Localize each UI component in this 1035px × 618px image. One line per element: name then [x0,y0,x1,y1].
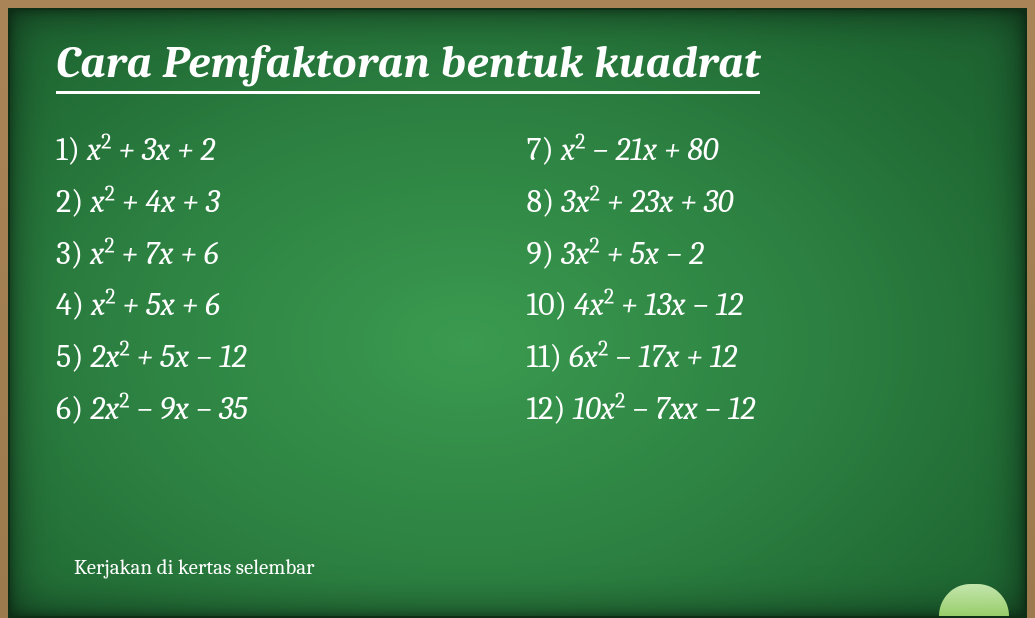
list-item: 12) 10x2 − 7xx − 12 [527,383,980,435]
decoration-icon [939,584,1009,616]
footer-note: Kerjakan di kertas selembar [74,556,314,580]
item-number: 1) [56,131,80,168]
item-number: 8) [527,183,555,220]
list-item: 10) 4x2 + 13x − 12 [527,279,980,331]
list-item: 11) 6x2 − 17x + 12 [527,331,980,383]
item-expression: 3x2 + 5x − 2 [561,235,704,272]
list-item: 9) 3x2 + 5x − 2 [527,228,980,280]
list-item: 2) x2 + 4x + 3 [56,176,509,228]
item-number: 10) [527,286,567,323]
item-expression: 3x2 + 23x + 30 [561,183,733,220]
item-expression: 2x2 + 5x − 12 [90,338,246,375]
item-number: 2) [56,183,83,220]
left-column: 1) x2 + 3x + 2 2) x2 + 4x + 3 3) x2 + 7x… [56,124,509,435]
list-item: 3) x2 + 7x + 6 [56,228,509,280]
item-expression: x2 + 7x + 6 [90,235,218,272]
list-item: 6) 2x2 − 9x − 35 [56,383,509,435]
item-expression: 10x2 − 7xx − 12 [572,390,755,427]
item-expression: 2x2 − 9x − 35 [90,390,247,427]
item-expression: 6x2 − 17x + 12 [569,338,737,375]
item-number: 7) [527,131,554,168]
right-column: 7) x2 − 21x + 80 8) 3x2 + 23x + 30 9) 3x… [527,124,980,435]
board-frame: Cara Pemfaktoran bentuk kuadrat 1) x2 + … [0,0,1035,618]
item-number: 5) [56,338,83,375]
item-expression: x2 + 3x + 2 [87,131,215,168]
list-item: 8) 3x2 + 23x + 30 [527,176,980,228]
item-number: 9) [527,235,555,272]
item-number: 6) [56,390,83,427]
slide-title: Cara Pemfaktoran bentuk kuadrat [56,36,760,94]
item-expression: x2 + 4x + 3 [90,183,219,220]
problem-columns: 1) x2 + 3x + 2 2) x2 + 4x + 3 3) x2 + 7x… [56,124,979,435]
list-item: 5) 2x2 + 5x − 12 [56,331,509,383]
item-expression: x2 + 5x + 6 [91,286,220,323]
item-number: 3) [56,235,83,272]
list-item: 4) x2 + 5x + 6 [56,279,509,331]
item-number: 12) [527,390,566,427]
chalkboard: Cara Pemfaktoran bentuk kuadrat 1) x2 + … [8,8,1027,618]
item-expression: 4x2 + 13x − 12 [574,286,743,323]
item-number: 11) [527,338,562,375]
item-expression: x2 − 21x + 80 [561,131,719,168]
list-item: 7) x2 − 21x + 80 [527,124,980,176]
list-item: 1) x2 + 3x + 2 [56,124,509,176]
item-number: 4) [56,286,84,323]
